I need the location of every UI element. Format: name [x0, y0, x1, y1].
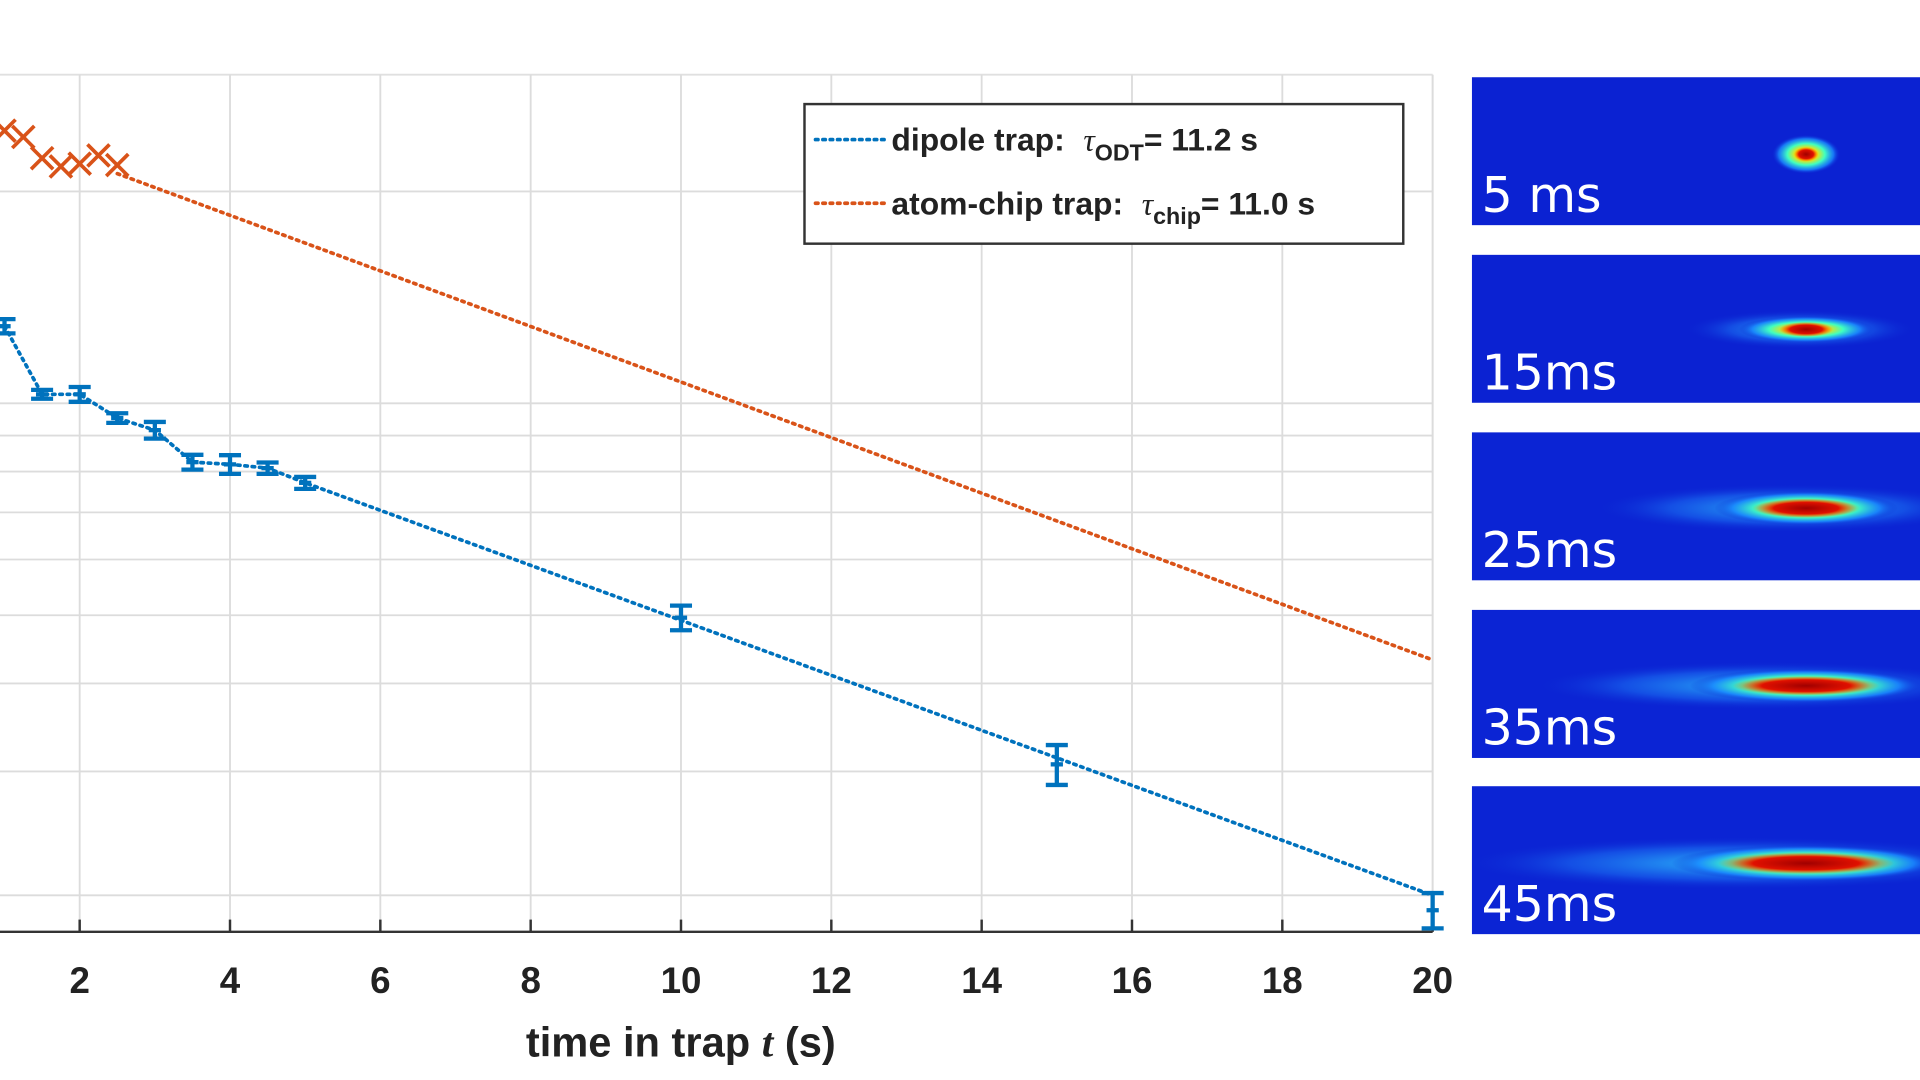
image-panel	[1471, 609, 1920, 758]
error-bar	[143, 419, 166, 441]
x-marker-stroke	[10, 124, 36, 150]
x-tick-label: 14	[961, 960, 1002, 1001]
image-panel	[1471, 786, 1920, 935]
error-bar	[294, 474, 317, 491]
legend-label-part: chip	[1153, 203, 1201, 229]
x-marker-stroke	[104, 152, 130, 178]
error-bar	[1421, 890, 1444, 931]
x-tick-label: 12	[811, 960, 852, 1001]
legend-label-part: dipole trap:	[891, 122, 1073, 158]
x-tick-label: 20	[1412, 960, 1453, 1001]
image-label: 35ms	[1482, 699, 1618, 756]
legend-label-part: = 11.0 s	[1201, 185, 1315, 221]
x-marker	[10, 124, 36, 150]
x-marker	[29, 145, 55, 171]
error-bar	[218, 453, 242, 476]
x-tick-label: 8	[520, 960, 540, 1001]
error-bar	[0, 317, 16, 336]
legend-label-part: ODT	[1095, 139, 1144, 165]
image-label: 25ms	[1482, 522, 1618, 579]
legend-label: atom-chip trap: τchip= 11.0 s	[891, 185, 1315, 229]
x-tick-label: 16	[1112, 960, 1153, 1001]
image-panel	[1471, 254, 1920, 403]
error-bar	[181, 452, 204, 472]
error-bar	[31, 387, 54, 401]
x-tick-label: 4	[220, 960, 241, 1001]
error-bar	[68, 384, 91, 404]
legend-label-part: τ	[1142, 186, 1155, 221]
x-tick-label: 10	[661, 960, 702, 1001]
x-marker-stroke	[48, 154, 74, 179]
x-marker	[67, 151, 92, 177]
x-axis-label-part: time in trap	[526, 1019, 762, 1066]
legend-label-part: atom-chip trap:	[891, 185, 1131, 221]
image-label: 45ms	[1482, 876, 1618, 933]
error-bar	[256, 460, 279, 476]
legend-label: dipole trap: τODT= 11.2 s	[891, 122, 1258, 166]
x-axis-label-part: (s)	[773, 1019, 835, 1066]
image-label: 5 ms	[1482, 167, 1602, 224]
image-panel	[1471, 77, 1920, 226]
x-tick-label: 6	[370, 960, 390, 1001]
fit-line	[2, 324, 1435, 898]
x-axis-label: time in trap t (s)	[526, 1019, 836, 1067]
x-marker-stroke	[67, 151, 92, 177]
x-marker	[0, 118, 17, 143]
x-tick-label: 18	[1262, 960, 1303, 1001]
plot-area: 2 4 6 8 10 12 14 16 18 20 time in trap t (s) dipole…	[0, 73, 1453, 1067]
error-bar	[669, 603, 693, 633]
x-axis-label-part: t	[762, 1021, 775, 1067]
error-bar	[1045, 742, 1068, 788]
x-marker-stroke	[86, 143, 111, 168]
fit-line	[115, 171, 1435, 662]
legend-label-part: = 11.2 s	[1144, 122, 1258, 158]
x-tick-label: 2	[69, 960, 89, 1001]
legend-label-part: τ	[1083, 123, 1096, 158]
x-marker	[86, 143, 111, 168]
error-bar	[106, 411, 129, 426]
x-marker-stroke	[29, 145, 55, 171]
legend-box	[803, 102, 1405, 245]
x-marker-stroke	[0, 118, 17, 138]
image-panel	[1471, 432, 1920, 581]
x-marker	[104, 152, 130, 178]
image-panels: 5 ms 15ms 25ms 35ms 45ms	[1471, 77, 1920, 935]
image-label: 15ms	[1482, 344, 1618, 401]
